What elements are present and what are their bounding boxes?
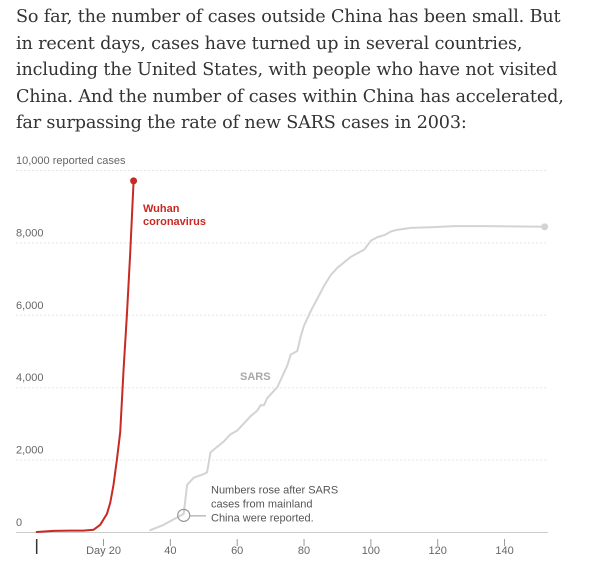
- annotation-text-line: Numbers rose after SARS: [211, 484, 338, 496]
- y-tick-label: 8,000: [16, 227, 44, 239]
- chart-svg: 0 2,000 4,000 6,000 8,000 10,000 reported cas…: [16, 155, 549, 557]
- sars-end-dot: [541, 223, 549, 231]
- wuhan-end-dot: [130, 177, 138, 185]
- y-tick-label: 2,000: [16, 445, 44, 457]
- y-tick-label: 4,000: [16, 372, 44, 384]
- chart: 0 2,000 4,000 6,000 8,000 10,000 reported cas…: [0, 155, 592, 557]
- y-tick-label: 0: [16, 517, 22, 529]
- wuhan-series-label: Wuhan: [143, 203, 180, 215]
- sars-line: [149, 225, 546, 532]
- x-tick-label: 60: [231, 545, 243, 557]
- wuhan-line: [35, 179, 135, 533]
- series-layer: [35, 177, 549, 533]
- x-tick-label: 80: [298, 545, 310, 557]
- x-tick-label: Day 20: [86, 545, 121, 557]
- sars-series-label: SARS: [240, 371, 271, 383]
- x-axis: Day 20 40 60 80 100 120 140: [16, 532, 548, 557]
- x-tick-label: 120: [429, 545, 447, 557]
- wuhan-series-label: coronavirus: [143, 216, 206, 228]
- x-tick-label: 100: [362, 545, 380, 557]
- annotation-text-line: cases from mainland: [211, 498, 313, 510]
- y-tick-label: 10,000 reported cases: [16, 155, 126, 167]
- x-tick-label: 140: [495, 545, 513, 557]
- x-tick-label: 40: [164, 545, 176, 557]
- y-tick-label: 6,000: [16, 300, 44, 312]
- annotation-text-line: China were reported.: [211, 512, 314, 524]
- intro-paragraph: So far, the number of cases outside Chin…: [16, 7, 564, 134]
- grid-layer: 0 2,000 4,000 6,000 8,000 10,000 reported cas…: [16, 155, 548, 533]
